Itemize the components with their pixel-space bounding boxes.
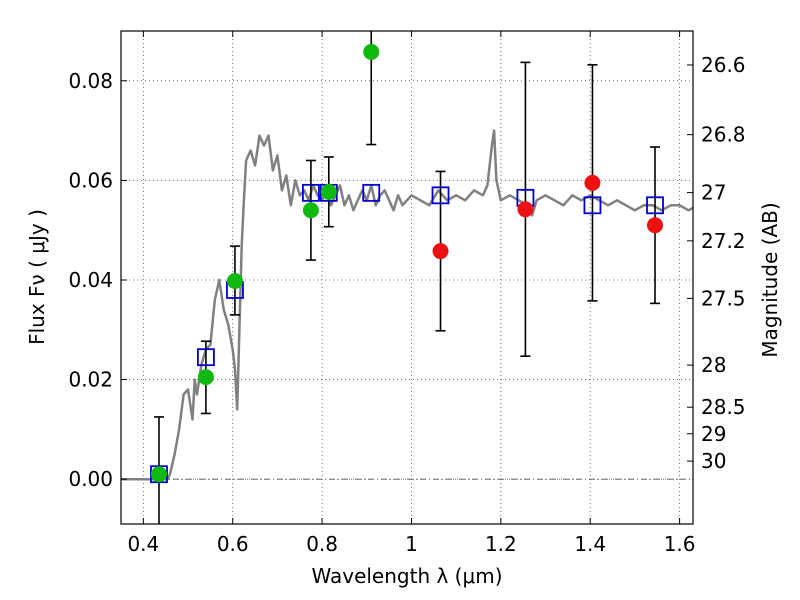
x-tick-label: 0.4 (127, 532, 159, 556)
x-axis-ticks: 0.4 0.6 0.8 1 1.2 1.4 1.6 (127, 31, 696, 556)
plot-frame (120, 30, 694, 525)
x-tick-label: 0.8 (306, 532, 338, 556)
y-tick-label: 0.02 (68, 368, 113, 392)
magnitude-axis-label: Magnitude (AB) (758, 202, 782, 357)
y-tick-label: 0.06 (68, 168, 113, 192)
y-tick-label: 0.08 (68, 69, 113, 93)
magnitude-tick-label: 27.2 (701, 229, 746, 253)
magnitude-axis-ticks: 26.6 26.8 27 27.2 27.5 28 28.5 29 30 (687, 53, 746, 473)
green-data-point (363, 43, 380, 60)
data-points (150, 43, 664, 483)
model-spectrum-line (121, 129, 693, 481)
plot-background (121, 31, 693, 524)
magnitude-tick-label: 30 (701, 449, 726, 473)
plot-area (121, 31, 693, 524)
red-data-point (584, 174, 601, 191)
magnitude-tick-label: 26.6 (701, 53, 746, 77)
model-photometry-square (583, 196, 602, 215)
x-tick-label: 1 (405, 532, 418, 556)
model-photometry-square (431, 186, 450, 205)
x-tick-label: 1.4 (574, 532, 606, 556)
magnitude-tick-label: 28 (701, 353, 726, 377)
green-data-point (302, 202, 319, 219)
x-tick-label: 0.6 (217, 532, 249, 556)
model-photometry-square (646, 196, 664, 215)
x-tick-label: 1.6 (664, 532, 696, 556)
red-data-point (647, 217, 664, 234)
red-data-point (517, 201, 534, 218)
model-photometry-square (302, 183, 320, 202)
y-tick-label: 0.00 (68, 467, 113, 491)
y-axis-ticks: 0.00 0.02 0.04 0.06 0.08 (68, 69, 127, 491)
green-data-point (150, 466, 167, 483)
magnitude-tick-label: 26.8 (701, 123, 746, 147)
magnitude-tick-label: 29 (701, 422, 726, 446)
green-data-point (197, 369, 214, 386)
y-axis-label: Flux Fν ( μJy ) (25, 209, 49, 345)
x-tick-label: 1.2 (485, 532, 517, 556)
model-spectrum (121, 129, 693, 481)
magnitude-tick-label: 28.5 (701, 395, 746, 419)
model-photometry-square (197, 348, 215, 367)
y-tick-label: 0.04 (68, 268, 113, 292)
magnitude-tick-label: 27.5 (701, 286, 746, 310)
model-photometry-square (362, 183, 381, 202)
red-data-point (432, 243, 449, 260)
x-axis-label: Wavelength λ (μm) (311, 564, 502, 588)
green-data-point (320, 183, 337, 200)
error-bars (153, 31, 661, 524)
green-data-point (226, 272, 243, 289)
magnitude-tick-label: 27 (701, 181, 726, 205)
